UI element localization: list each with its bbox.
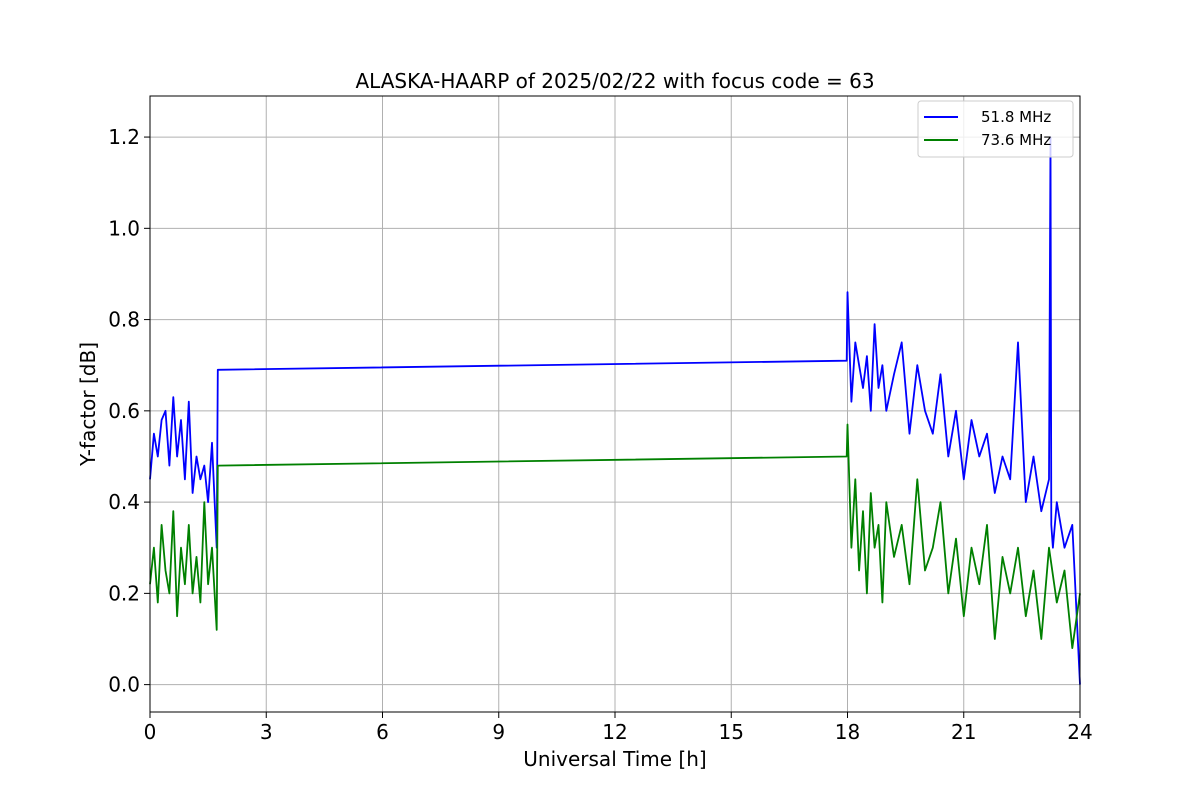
- x-axis: 0 3 6 9 12 15 18 21 24: [144, 712, 1093, 744]
- y-axis: 0.0 0.2 0.4 0.6 0.8 1.0 1.2: [108, 125, 150, 697]
- x-axis-title: Universal Time [h]: [523, 747, 706, 771]
- y-tick-label: 0.8: [108, 308, 140, 332]
- y-tick-label: 1.2: [108, 125, 140, 149]
- series-line-51-8-mhz: [149, 136, 1081, 685]
- x-tick-label: 24: [1067, 720, 1092, 744]
- y-tick-label: 0.6: [108, 399, 140, 423]
- x-tick-label: 0: [144, 720, 157, 744]
- y-tick-label: 1.0: [108, 216, 140, 240]
- x-tick-label: 3: [260, 720, 273, 744]
- y-tick-label: 0.2: [108, 581, 140, 605]
- y-tick-label: 0.4: [108, 490, 140, 514]
- x-tick-label: 6: [376, 720, 389, 744]
- legend-label-51-8: 51.8 MHz: [981, 108, 1051, 126]
- y-tick-label: 0.0: [108, 673, 140, 697]
- legend: 51.8 MHz 73.6 MHz: [917, 100, 1074, 158]
- x-tick-label: 15: [719, 720, 744, 744]
- series-layer: [149, 136, 1081, 685]
- chart-title: ALASKA-HAARP of 2025/02/22 with focus co…: [355, 69, 874, 93]
- x-tick-label: 18: [835, 720, 860, 744]
- legend-box: [917, 100, 1074, 158]
- x-tick-label: 21: [951, 720, 976, 744]
- legend-label-73-6: 73.6 MHz: [981, 131, 1051, 149]
- y-axis-title: Y-factor [dB]: [76, 342, 100, 467]
- x-tick-label: 9: [492, 720, 505, 744]
- x-tick-label: 12: [602, 720, 627, 744]
- series-line-73-6-mhz: [149, 423, 1081, 649]
